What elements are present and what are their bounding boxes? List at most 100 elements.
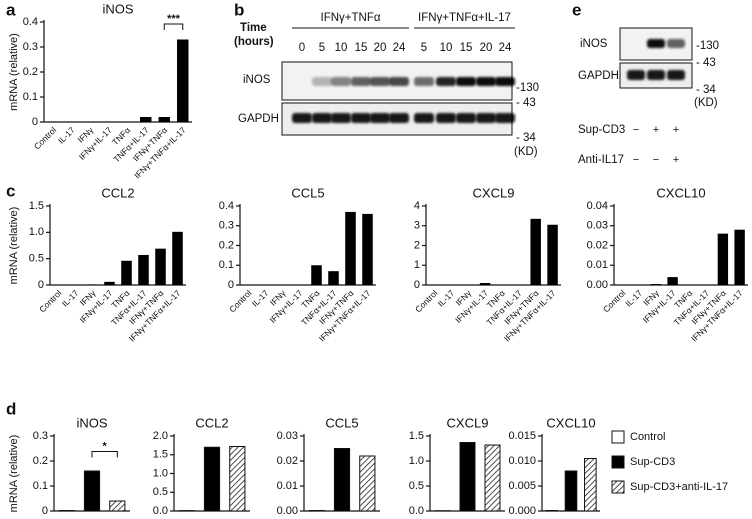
bar: [311, 265, 322, 285]
chart-title: CCL2: [101, 185, 134, 200]
x-tick-label: IL-17: [56, 125, 77, 146]
chart-title: iNOS: [102, 1, 133, 16]
chart-title: CXCL10: [656, 185, 705, 200]
condition-sign: +: [653, 124, 659, 136]
bar: [308, 510, 325, 512]
blot-band: [476, 77, 496, 86]
bar: [359, 455, 376, 512]
y-tick-label: 0.000: [508, 505, 536, 517]
size-marker: (KD): [694, 97, 718, 109]
chart-title: iNOS: [76, 415, 107, 430]
legend-label: Sup-CD3+anti-IL-17: [630, 481, 728, 493]
legend-label: Sup-CD3: [630, 456, 675, 468]
bar: [83, 470, 101, 512]
significance-bracket: [91, 451, 118, 458]
bar: [734, 229, 745, 285]
y-tick-label: 0.2: [23, 66, 38, 78]
panel-label: a: [6, 0, 16, 19]
y-tick-label: 0.02: [587, 239, 608, 251]
significance-label: ***: [167, 13, 181, 25]
x-tick-label: IL-17: [436, 288, 457, 309]
y-tick-label: 0.1: [33, 480, 48, 492]
y-tick-label: 0.00: [277, 505, 298, 517]
size-marker: - 34: [516, 132, 536, 144]
y-tick-label: 0: [38, 279, 44, 291]
blot-band: [627, 70, 645, 80]
y-tick-label: 0.04: [587, 200, 608, 212]
time-label: 0: [299, 42, 305, 54]
bar: [140, 117, 152, 122]
bar: [459, 442, 476, 512]
y-tick-label: 2: [414, 239, 420, 251]
condition-sign: +: [673, 154, 679, 166]
time-label: 15: [355, 42, 368, 54]
time-label: 10: [440, 42, 453, 54]
bar: [328, 271, 339, 285]
y-tick-label: 0.5: [409, 480, 424, 492]
time-label: Time: [240, 22, 267, 34]
bar: [87, 284, 98, 285]
time-label: (hours): [234, 36, 274, 48]
size-marker: -130: [696, 40, 719, 52]
chart-title: CXCL9: [473, 185, 515, 200]
size-marker: (KD): [514, 146, 538, 158]
panel-label: c: [6, 181, 15, 200]
panel-label: b: [234, 0, 244, 19]
x-tick-label: IL-17: [250, 288, 271, 309]
bar: [479, 283, 491, 285]
size-marker: - 43: [696, 57, 716, 69]
panel-label: d: [6, 399, 16, 418]
condition-sign: −: [653, 154, 659, 166]
bar: [584, 458, 597, 512]
blot-band: [476, 113, 496, 123]
y-tick-label: 0.03: [277, 430, 298, 442]
row-label: iNOS: [243, 74, 271, 86]
y-tick-label: 0.1: [23, 91, 38, 103]
blot-band: [436, 113, 456, 123]
y-tick-label: 0.010: [508, 455, 536, 467]
chart-title: CXCL9: [447, 415, 489, 430]
chart-title: CCL5: [325, 415, 358, 430]
y-tick-label: 4: [414, 200, 420, 212]
bar: [484, 444, 501, 512]
time-label: 5: [421, 42, 427, 54]
y-tick-label: 0.02: [277, 455, 298, 467]
chart-title: CCL5: [291, 185, 324, 200]
bar: [333, 448, 351, 512]
blot-band: [370, 77, 390, 86]
time-label: 10: [335, 42, 348, 54]
y-tick-label: 0.2: [33, 455, 48, 467]
blot-band: [495, 77, 515, 86]
time-label: 24: [393, 42, 406, 54]
blot-band: [456, 113, 476, 123]
y-tick-label: 1.0: [153, 467, 168, 479]
y-tick-label: 0: [42, 505, 48, 517]
blot-band: [414, 113, 434, 123]
x-tick-label: IL-17: [623, 288, 644, 309]
row-label: GAPDH: [238, 113, 279, 125]
y-axis-label: mRNA (relative): [8, 435, 20, 513]
blot-band: [389, 113, 409, 123]
condition-sign: −: [633, 124, 639, 136]
y-tick-label: 0.005: [508, 480, 536, 492]
time-label: 5: [319, 42, 325, 54]
x-tick-label: IL-17: [60, 288, 81, 309]
y-tick-label: 0.5: [29, 253, 44, 265]
bar: [345, 211, 356, 285]
blot-band: [370, 113, 390, 123]
time-label: 24: [499, 42, 512, 54]
bar: [650, 284, 662, 285]
condition-sign: −: [633, 154, 639, 166]
legend-swatch: [611, 455, 625, 469]
y-tick-label: 0.015: [508, 430, 536, 442]
blot-band: [414, 77, 434, 86]
bar: [717, 233, 729, 285]
y-tick-label: 1.5: [409, 430, 424, 442]
time-label: 20: [374, 42, 387, 54]
row-label: GAPDH: [578, 70, 619, 82]
panel-label: e: [572, 0, 581, 19]
group-label: IFNγ+TNFα: [321, 12, 381, 24]
y-tick-label: 1.0: [29, 226, 44, 238]
y-tick-label: 0.01: [587, 259, 608, 271]
